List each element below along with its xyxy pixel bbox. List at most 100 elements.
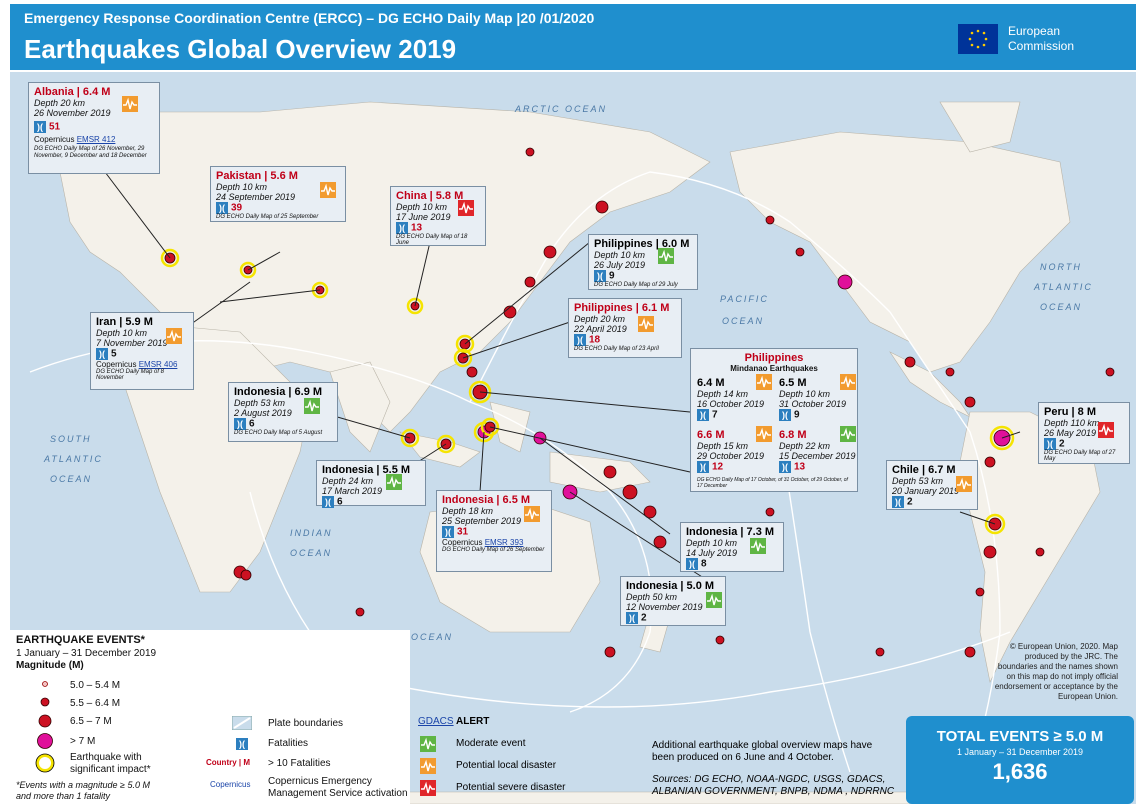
callout-note: DG ECHO Daily Map of 23 April bbox=[574, 346, 659, 352]
callout-depth: Depth 18 km bbox=[442, 506, 494, 516]
earthquake-marker bbox=[837, 274, 853, 290]
earthquake-marker bbox=[525, 147, 535, 157]
legend-plate: Plate boundaries bbox=[268, 718, 344, 729]
ems-link: EMSR 412 bbox=[76, 135, 116, 144]
earthquake-marker bbox=[622, 484, 638, 500]
fatalities-icon: )( bbox=[396, 222, 408, 234]
total-label: TOTAL EVENTS ≥ 5.0 M bbox=[936, 728, 1104, 745]
legend-cems-1: Copernicus Emergency bbox=[268, 776, 372, 787]
significant-impact-ring bbox=[436, 434, 456, 454]
total-events-box: TOTAL EVENTS ≥ 5.0 M 1 January – 31 Dece… bbox=[906, 716, 1134, 804]
callout-date: 26 May 2019 bbox=[1044, 428, 1097, 438]
callout-depth: Depth 10 km bbox=[686, 538, 738, 548]
earthquake-marker bbox=[355, 607, 365, 617]
significant-impact-ring bbox=[480, 417, 500, 437]
callout-depth: Depth 20 km bbox=[574, 314, 626, 324]
alert-severe-icon bbox=[420, 780, 436, 796]
alert-moderate-icon bbox=[420, 736, 436, 752]
magnitude-symbols bbox=[35, 681, 55, 773]
legend-mag-heading: Magnitude (M) bbox=[16, 660, 84, 671]
earthquake-marker bbox=[984, 456, 996, 468]
callout-title: Albania | 6.4 M bbox=[34, 86, 111, 98]
callout-depth: Depth 20 km bbox=[34, 98, 86, 108]
fatalities-count: 6 bbox=[249, 418, 255, 430]
callout-date: 26 July 2019 bbox=[594, 260, 646, 270]
alert-moderate-icon bbox=[658, 248, 674, 264]
callout-note: DG ECHO Daily Map of 17 October, of 31 O… bbox=[697, 477, 848, 489]
callout-philippines-6-0: Philippines | 6.0 M Depth 10 km 26 July … bbox=[588, 234, 698, 290]
earthquake-marker bbox=[975, 587, 985, 597]
arctic-ocean-label: ARCTIC OCEAN bbox=[515, 104, 608, 114]
alert-moderate-icon bbox=[304, 398, 320, 414]
fatalities-icon: )( bbox=[779, 409, 791, 421]
callout-mindanao: Philippines Mindanao Earthquakes 6.4 M D… bbox=[690, 348, 858, 492]
fatalities-icon: )( bbox=[697, 409, 709, 421]
callout-date: 7 November 2019 bbox=[96, 338, 168, 348]
alert-local-icon bbox=[840, 374, 856, 390]
callout-iran: Iran | 5.9 M Depth 10 km 7 November 2019… bbox=[90, 312, 194, 390]
fatalities-icon: )( bbox=[322, 496, 334, 508]
callout-depth: Depth 110 km bbox=[1044, 418, 1100, 428]
earthquake-marker bbox=[964, 396, 976, 408]
mindanao-quake-2: 6.5 M Depth 10 km 31 October 2019 )(9 bbox=[779, 377, 847, 421]
pacific-label-2: OCEAN bbox=[722, 316, 765, 326]
mindanao-quake-4: 6.8 M Depth 22 km 15 December 2019 )(13 bbox=[779, 429, 856, 473]
legend-moderate: Moderate event bbox=[456, 738, 526, 749]
fatalities-count: 5 bbox=[111, 348, 117, 360]
legend-severe: Potential severe disaster bbox=[456, 782, 566, 793]
callout-note: DG ECHO Daily Map of 26 November, 29 Nov… bbox=[34, 146, 147, 159]
earthquake-marker bbox=[240, 569, 252, 581]
callout-depth: Depth 10 km bbox=[396, 202, 448, 212]
callout-pakistan: Pakistan | 5.6 M Depth 10 km 24 Septembe… bbox=[210, 166, 346, 222]
legend-period: 1 January – 31 December 2019 bbox=[16, 648, 157, 659]
fatalities-count: 2 bbox=[1059, 438, 1065, 450]
callout-date: 22 April 2019 bbox=[574, 324, 627, 334]
callout-depth: Depth 10 km bbox=[594, 250, 646, 260]
indian-ocean-label-2: OCEAN bbox=[290, 548, 333, 558]
copernicus-logo-icon: Copernicus bbox=[34, 135, 75, 144]
legend-local: Potential local disaster bbox=[456, 760, 557, 771]
alert-local-icon bbox=[122, 96, 138, 112]
significant-impact-ring bbox=[989, 425, 1015, 451]
callout-title: Chile | 6.7 M bbox=[892, 464, 956, 476]
north-atlantic-label-1: NORTH bbox=[1040, 262, 1082, 272]
significant-impact-ring bbox=[400, 428, 420, 448]
earthquake-marker bbox=[765, 507, 775, 517]
fatalities-icon: )( bbox=[34, 121, 46, 133]
callout-note: DG ECHO Daily Map of 29 July bbox=[594, 282, 678, 288]
alert-moderate-icon bbox=[840, 426, 856, 442]
callout-note: DG ECHO Daily Map of 27 May bbox=[1044, 450, 1116, 462]
fatalities-icon: )( bbox=[1044, 438, 1056, 450]
callout-note: DG ECHO Daily Map of 5 August bbox=[234, 430, 323, 436]
legend-mag-2: 5.5 – 6.4 M bbox=[70, 698, 121, 709]
alert-local-icon bbox=[756, 374, 772, 390]
european-commission-logo: European Commission bbox=[958, 18, 1118, 60]
alert-severe-icon bbox=[458, 200, 474, 216]
callout-date: 26 November 2019 bbox=[34, 108, 111, 118]
earthquake-marker bbox=[1035, 547, 1045, 557]
earthquake-marker bbox=[603, 465, 617, 479]
fatalities-icon: )( bbox=[626, 612, 638, 624]
eu-flag-icon bbox=[958, 24, 998, 54]
callout-title: Indonesia | 5.5 M bbox=[322, 464, 411, 476]
callout-title: Iran | 5.9 M bbox=[96, 316, 153, 328]
fatalities-icon: )( bbox=[594, 270, 606, 282]
callout-depth: Depth 53 km bbox=[234, 398, 286, 408]
callout-date: 2 August 2019 bbox=[234, 408, 292, 418]
callout-philippines-6-1: Philippines | 6.1 M Depth 20 km 22 April… bbox=[568, 298, 682, 358]
copernicus-logo-icon: Copernicus bbox=[210, 780, 251, 789]
gdacs-legend: GDACS ALERT Moderate event Potential loc… bbox=[418, 712, 648, 804]
total-value: 1,636 bbox=[992, 759, 1048, 784]
fatalities-count: 18 bbox=[589, 334, 601, 346]
earthquake-marker bbox=[595, 200, 609, 214]
fatalities-icon: )( bbox=[697, 461, 709, 473]
callout-indonesia-6-9: Indonesia | 6.9 M Depth 53 km 2 August 2… bbox=[228, 382, 338, 442]
south-atlantic-label-2: ATLANTIC bbox=[44, 454, 103, 464]
fatalities-count: 8 bbox=[701, 558, 707, 570]
callout-title: Philippines | 6.1 M bbox=[574, 302, 670, 314]
south-atlantic-label-3: OCEAN bbox=[50, 474, 93, 484]
callout-indonesia-6-5: Indonesia | 6.5 M Depth 18 km 25 Septemb… bbox=[436, 490, 552, 572]
fatalities-count: 13 bbox=[411, 222, 423, 234]
alert-local-icon bbox=[166, 328, 182, 344]
fatalities-count: 39 bbox=[231, 202, 243, 214]
